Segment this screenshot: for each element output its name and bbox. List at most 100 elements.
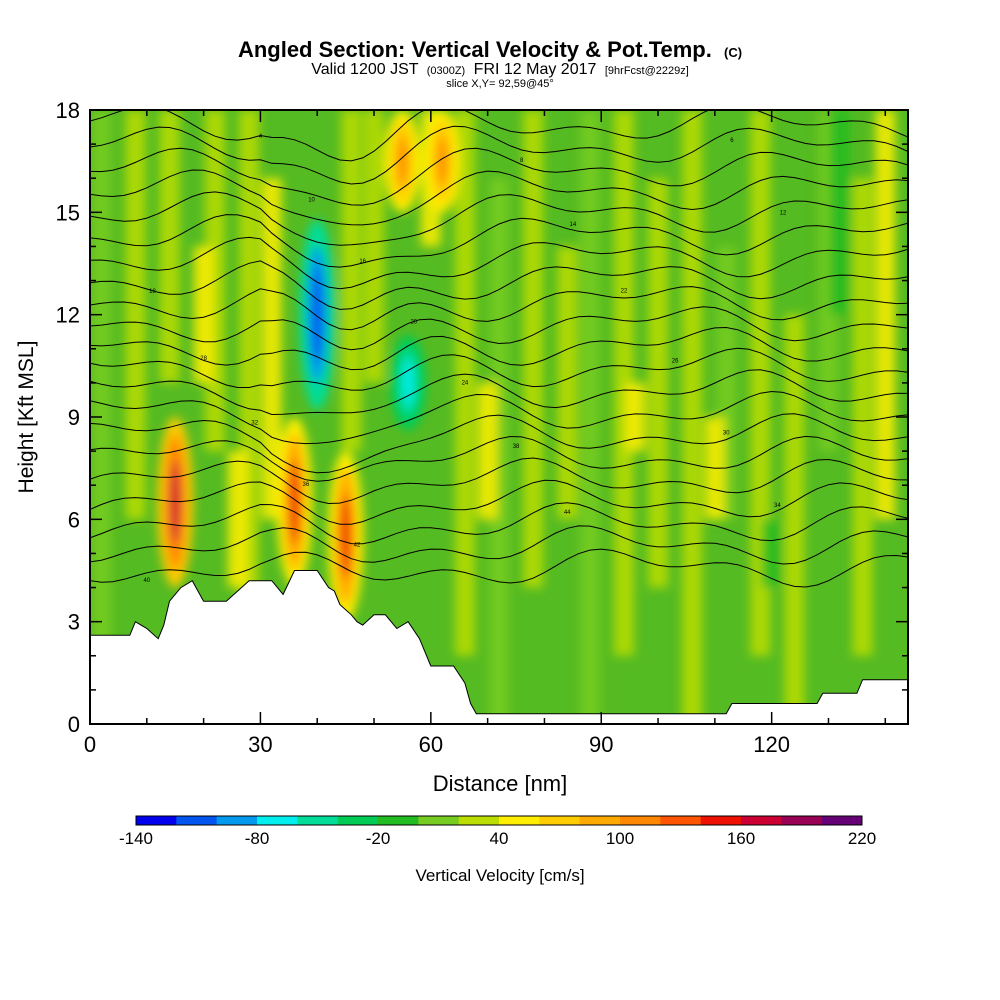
colorbar-cell xyxy=(458,816,500,825)
forecast-info: [9hrFcst@2229z] xyxy=(605,65,689,77)
colorbar-cell xyxy=(499,816,540,825)
colorbar-cell xyxy=(297,816,339,825)
x-tick-label: 90 xyxy=(589,732,613,757)
colorbar-cell xyxy=(216,816,258,825)
velocity-band xyxy=(648,178,669,588)
x-tick-label: 0 xyxy=(84,732,96,757)
plot-area: 40 42 44 34 36 38 30 32 24 26 28 20 22 18 16 14 12 10 8 6 4 xyxy=(90,110,908,724)
contour-label: 42 xyxy=(354,542,361,548)
contour-label: 4 xyxy=(259,134,263,140)
contour-label: 16 xyxy=(359,259,366,265)
valid-zulu: (0300Z) xyxy=(427,65,466,77)
contour-label: 20 xyxy=(410,319,417,325)
y-tick-label: 6 xyxy=(68,507,80,532)
contour-label: 18 xyxy=(149,289,156,295)
updraft-core xyxy=(289,459,300,545)
colorbar-cell xyxy=(378,816,419,825)
contour-label: 14 xyxy=(570,222,577,228)
isentrope-line xyxy=(90,286,908,331)
colorbar-cell xyxy=(257,816,298,825)
x-tick-label: 60 xyxy=(419,732,443,757)
velocity-band xyxy=(125,110,146,520)
isentrope-line xyxy=(90,525,908,565)
colorbar-tick-label: 160 xyxy=(727,829,755,848)
colorbar-cell xyxy=(821,816,863,825)
isentrope-line xyxy=(90,236,908,290)
isentrope-line xyxy=(90,369,908,416)
velocity-band xyxy=(227,451,248,588)
contour-label: 30 xyxy=(723,431,730,437)
updraft-core xyxy=(397,135,408,187)
downdraft-core xyxy=(312,266,323,363)
isentrope-line xyxy=(90,326,908,371)
isentrope-line xyxy=(90,435,908,482)
contour-label: 6 xyxy=(730,138,734,144)
contour-label: 34 xyxy=(774,503,781,509)
isentrope-line xyxy=(90,214,908,268)
colorbar-tick-label: 220 xyxy=(848,829,876,848)
contour-labels: 40 42 44 34 36 38 30 32 24 26 28 20 22 18 16 14 12 10 8 6 4 xyxy=(143,134,787,584)
y-axis-tick-labels: 0 3 6 9 12 15 18 xyxy=(56,98,80,737)
colorbar-cell xyxy=(539,816,581,825)
colorbar-cell xyxy=(579,816,621,825)
x-axis-tick-labels: 0 30 60 90 120 xyxy=(84,732,790,757)
contour-label: 12 xyxy=(780,210,787,216)
y-tick-label: 3 xyxy=(68,610,80,635)
colorbar-tick-label: -140 xyxy=(119,829,153,848)
axis-ticks xyxy=(89,109,908,725)
isentrope-line xyxy=(90,479,908,525)
colorbar-cell xyxy=(660,816,702,825)
isentrope-line xyxy=(90,169,908,226)
contour-label: 26 xyxy=(672,359,679,365)
contour-label: 28 xyxy=(200,356,207,362)
chart-title-suffix: (C) xyxy=(724,45,742,60)
colorbar-cell xyxy=(741,816,782,825)
svg-text:Angled Section: Vertical Veloc: Angled Section: Vertical Velocity & Pot.… xyxy=(238,37,742,62)
velocity-band xyxy=(829,110,850,315)
contour-label: 40 xyxy=(143,578,150,584)
velocity-band xyxy=(579,110,600,724)
colorbar-cell xyxy=(700,816,742,825)
colorbar-cell xyxy=(176,816,218,825)
colorbar-cell xyxy=(418,816,460,825)
chart-title: Angled Section: Vertical Velocity & Pot.… xyxy=(238,37,712,62)
isentrope-line xyxy=(90,260,908,310)
valid-prefix: Valid 1200 JST xyxy=(311,61,419,78)
colorbar-frame xyxy=(135,815,863,826)
velocity-band xyxy=(557,246,578,520)
velocity-band xyxy=(625,382,646,452)
y-tick-label: 12 xyxy=(56,303,80,328)
downdraft-core xyxy=(403,359,414,407)
contour-label: 22 xyxy=(621,289,628,295)
isentrope-line xyxy=(90,413,908,474)
isentrope-line xyxy=(90,548,908,588)
contour-label: 36 xyxy=(303,482,310,488)
colorbar-cell xyxy=(781,816,823,825)
colorbar-tick-label: 40 xyxy=(490,829,509,848)
svg-text:Valid 1200 JST (0300Z): Valid 1200 JST (0300Z) FRI 12 May 2017 [… xyxy=(311,61,689,78)
colorbar-tick-label: -20 xyxy=(366,829,391,848)
contour-label: 32 xyxy=(251,420,258,426)
x-tick-label: 30 xyxy=(248,732,272,757)
velocity-band xyxy=(489,178,509,724)
terrain xyxy=(90,570,908,724)
updraft-core xyxy=(170,459,181,545)
y-tick-label: 0 xyxy=(68,712,80,737)
colorbar-cell xyxy=(620,816,661,825)
chart-title-block: Angled Section: Vertical Velocity & Pot.… xyxy=(238,37,742,90)
velocity-band xyxy=(523,110,544,588)
y-axis-label: Height [Kft MSL] xyxy=(15,341,38,494)
contour-label: 38 xyxy=(513,444,520,450)
y-tick-label: 15 xyxy=(56,200,80,225)
colorbar-tick-labels: -140 -80 -20 40 100 160 220 xyxy=(119,829,876,848)
isentrope-line xyxy=(90,347,908,391)
isentrope-line xyxy=(90,191,908,246)
colorbar-cell xyxy=(136,816,177,825)
colorbar: -140 -80 -20 40 100 160 220 Vertical Velocity … xyxy=(119,815,876,885)
isentrope-line xyxy=(90,390,908,445)
isentrope-line xyxy=(90,502,908,545)
contour-label: 8 xyxy=(520,158,524,164)
colorbar-label: Vertical Velocity [cm/s] xyxy=(415,866,584,885)
velocity-band xyxy=(852,178,873,656)
